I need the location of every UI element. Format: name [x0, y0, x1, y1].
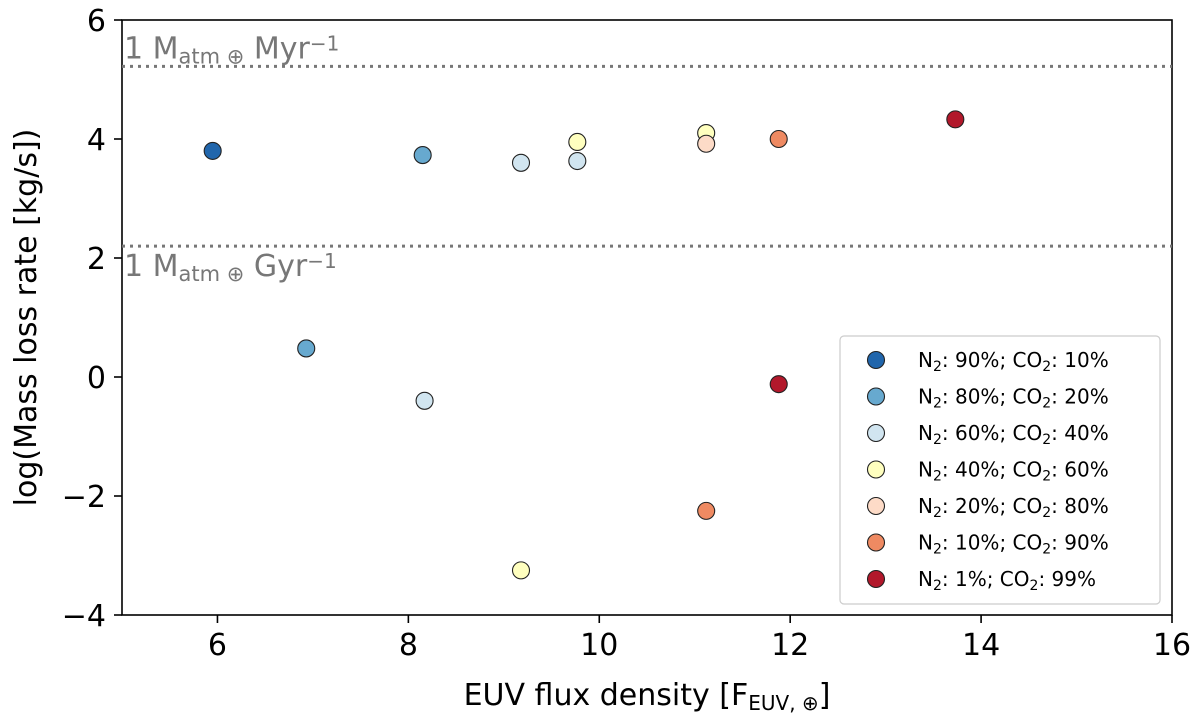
legend-entry: N2: 40%; CO2: 60% [918, 458, 1109, 485]
legend-entry: N2: 20%; CO2: 80% [918, 494, 1109, 521]
legend-n2-share: : 60%; CO [942, 421, 1042, 445]
legend-marker [866, 460, 886, 479]
legend-n2-share: : 1%; CO [942, 567, 1030, 591]
x-axis-label: EUV flux density [FEUV, ⊕] [464, 678, 831, 715]
reference-line-label: 1 Matm ⊕ Myr−1 [124, 31, 339, 68]
y-tick-label: −2 [62, 480, 106, 515]
y-axis-label: log(Mass loss rate [kg/s]) [9, 129, 44, 507]
reference-label-unit: Myr [244, 31, 310, 66]
legend-n: N [918, 348, 933, 372]
data-point [769, 129, 788, 149]
legend-box [839, 335, 1161, 605]
x-tick-label: 14 [962, 628, 1000, 663]
legend-n2-share: : 80%; CO [942, 385, 1042, 409]
legend-marker [866, 423, 886, 443]
reference-label-sup: −1 [307, 249, 336, 273]
reference-line-label: 1 Matm ⊕ Gyr−1 [124, 249, 337, 286]
legend-entry: N2: 1%; CO2: 99% [918, 567, 1096, 594]
plot-frame [121, 19, 1173, 616]
legend-entry: N2: 90%; CO2: 10% [918, 348, 1109, 375]
y-tick-label: 6 [87, 4, 106, 39]
legend-n: N [918, 494, 933, 518]
legend-sub: 2 [933, 359, 942, 375]
x-axis-label-end: ] [819, 678, 831, 713]
legend-sub: 2 [1042, 432, 1051, 448]
legend-n: N [918, 421, 933, 445]
legend-co2-share: : 60% [1051, 458, 1109, 482]
legend-sub: 2 [933, 541, 942, 557]
x-tick-label: 6 [208, 628, 227, 663]
reference-label-sup: −1 [310, 31, 339, 55]
data-point [511, 561, 531, 580]
legend-sub: 2 [933, 505, 942, 521]
legend-marker [866, 387, 886, 406]
legend-sub: 2 [1042, 468, 1051, 484]
data-point [697, 134, 716, 153]
y-tick-label: 0 [87, 361, 106, 396]
legend-marker [866, 569, 886, 589]
legend-sub: 2 [1042, 395, 1051, 411]
y-tick-label: −4 [62, 599, 106, 634]
data-point [297, 339, 316, 358]
reference-label-main: 1 M [124, 31, 179, 66]
reference-label-sub: atm ⊕ [179, 262, 245, 286]
data-point [769, 375, 788, 394]
data-point [413, 146, 432, 165]
legend-co2-share: : 10% [1051, 348, 1109, 372]
x-axis-label-sub: EUV, ⊕ [748, 691, 818, 715]
legend-marker [866, 496, 886, 516]
legend-n2-share: : 90%; CO [942, 348, 1042, 372]
legend-sub: 2 [933, 468, 942, 484]
data-point [415, 391, 434, 410]
legend-co2-share: : 80% [1051, 494, 1109, 518]
legend-n2-share: : 40%; CO [942, 458, 1042, 482]
legend-sub: 2 [1042, 359, 1051, 375]
legend-marker [866, 533, 886, 552]
legend-n2-share: : 10%; CO [942, 531, 1042, 555]
data-point [697, 501, 716, 520]
legend-n: N [918, 567, 933, 591]
x-tick-label: 10 [580, 628, 618, 663]
legend-sub: 2 [933, 395, 942, 411]
legend-co2-share: : 99% [1038, 567, 1096, 591]
legend-n2-share: : 20%; CO [942, 494, 1042, 518]
data-point [511, 153, 531, 172]
x-tick-label: 16 [1153, 628, 1191, 663]
legend-co2-share: : 40% [1051, 421, 1109, 445]
data-point [946, 110, 965, 129]
x-axis-label-main: EUV flux density [F [464, 678, 749, 713]
legend-sub: 2 [1030, 578, 1039, 594]
reference-label-sub: atm ⊕ [179, 45, 245, 69]
y-tick-label: 4 [87, 123, 106, 158]
x-tick-label: 8 [399, 628, 418, 663]
legend-n: N [918, 531, 933, 555]
legend-n: N [918, 458, 933, 482]
legend-entry: N2: 80%; CO2: 20% [918, 385, 1109, 412]
data-point [568, 151, 587, 171]
legend-entry: N2: 10%; CO2: 90% [918, 531, 1109, 558]
data-point [203, 141, 222, 160]
reference-label-unit: Gyr [244, 249, 308, 284]
legend-marker [866, 350, 886, 370]
legend-sub: 2 [933, 432, 942, 448]
legend-sub: 2 [1042, 505, 1051, 521]
reference-label-main: 1 M [124, 249, 179, 284]
data-point [568, 132, 587, 152]
legend-sub: 2 [933, 578, 942, 594]
legend-entry: N2: 60%; CO2: 40% [918, 421, 1109, 448]
legend-co2-share: : 90% [1051, 531, 1109, 555]
legend-sub: 2 [1042, 541, 1051, 557]
legend-n: N [918, 385, 933, 409]
legend-co2-share: : 20% [1051, 385, 1109, 409]
y-tick-label: 2 [87, 242, 106, 277]
x-tick-label: 12 [771, 628, 809, 663]
